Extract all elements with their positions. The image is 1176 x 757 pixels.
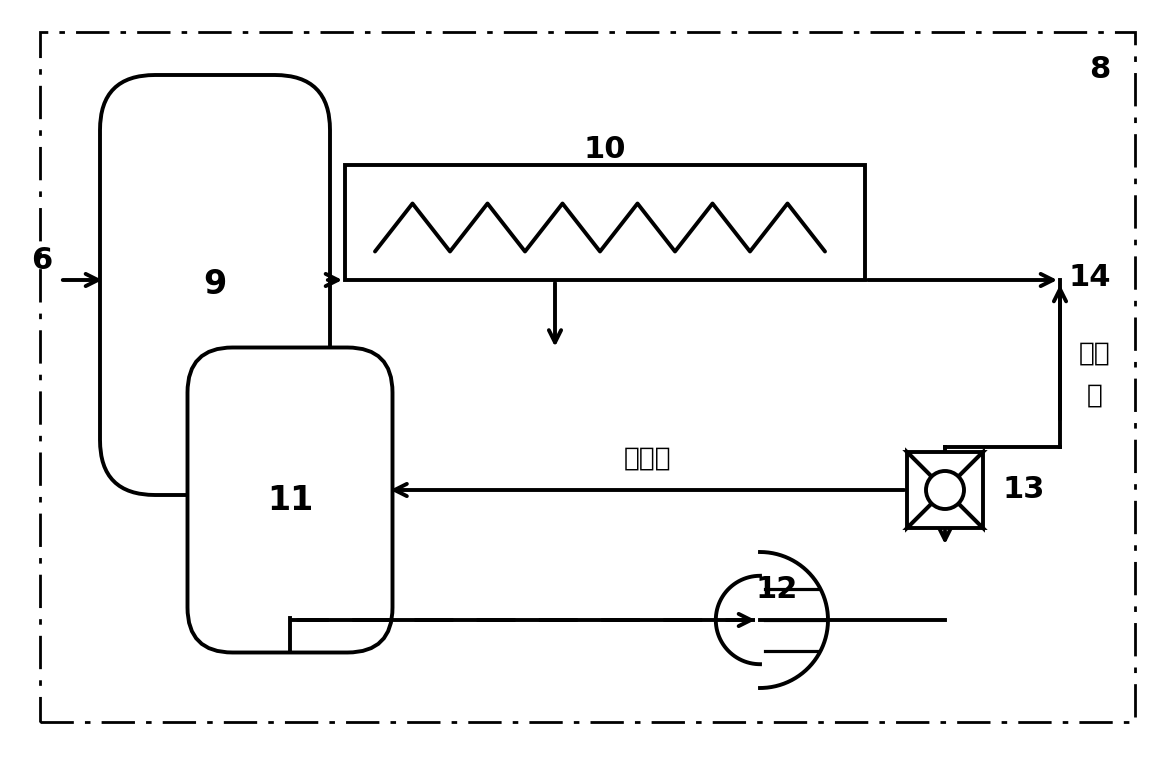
FancyBboxPatch shape [187,347,393,653]
Text: 14: 14 [1068,263,1110,292]
Text: 12: 12 [756,575,799,604]
Circle shape [926,471,964,509]
Text: 8: 8 [1089,55,1110,84]
Polygon shape [907,452,946,528]
Text: 6: 6 [31,246,52,275]
Polygon shape [907,452,983,490]
FancyBboxPatch shape [100,75,330,495]
Text: 10: 10 [583,136,627,164]
Polygon shape [907,490,983,528]
Text: 导热油: 导热油 [623,446,671,472]
Text: 9: 9 [203,269,227,301]
Text: 13: 13 [1003,475,1045,504]
Bar [345,165,866,280]
Text: 11: 11 [267,484,313,516]
Polygon shape [946,452,983,528]
Text: 导热
油: 导热 油 [1080,341,1111,409]
